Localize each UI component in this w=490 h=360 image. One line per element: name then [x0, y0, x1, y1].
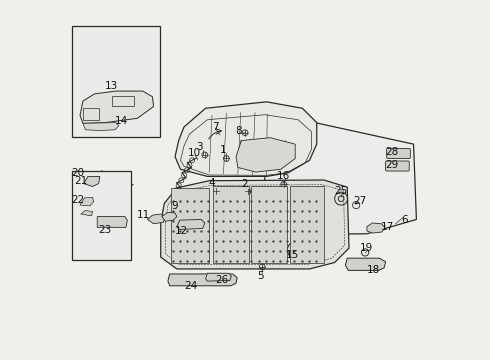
- Polygon shape: [161, 180, 349, 269]
- Polygon shape: [205, 273, 231, 281]
- Text: 12: 12: [174, 226, 188, 236]
- Text: 17: 17: [381, 222, 394, 232]
- Text: 29: 29: [386, 159, 399, 170]
- Text: 14: 14: [115, 116, 128, 126]
- Text: 28: 28: [386, 147, 399, 157]
- Polygon shape: [345, 258, 386, 270]
- Text: 10: 10: [188, 148, 200, 158]
- Text: 8: 8: [235, 126, 242, 135]
- Text: 25: 25: [335, 186, 348, 197]
- Polygon shape: [84, 176, 100, 186]
- Text: 27: 27: [353, 196, 367, 206]
- Text: 19: 19: [360, 243, 373, 253]
- Text: 2: 2: [241, 179, 247, 189]
- Text: 15: 15: [286, 250, 299, 260]
- Text: 6: 6: [401, 215, 408, 225]
- Text: 22: 22: [71, 195, 84, 205]
- Text: 26: 26: [215, 275, 228, 285]
- FancyBboxPatch shape: [387, 148, 410, 158]
- Text: 1: 1: [220, 145, 227, 155]
- Text: 16: 16: [277, 171, 291, 181]
- Bar: [172, 188, 209, 263]
- Polygon shape: [168, 274, 237, 286]
- Bar: [83, 108, 99, 120]
- Bar: [112, 96, 134, 107]
- Text: 3: 3: [196, 142, 203, 152]
- Polygon shape: [175, 102, 317, 176]
- Text: 23: 23: [98, 225, 111, 235]
- Text: 13: 13: [105, 81, 118, 91]
- Bar: [290, 186, 324, 263]
- Text: 11: 11: [137, 210, 150, 220]
- FancyBboxPatch shape: [386, 161, 409, 171]
- Bar: [213, 186, 248, 263]
- Polygon shape: [177, 220, 205, 229]
- Text: 9: 9: [172, 201, 178, 211]
- Polygon shape: [80, 91, 153, 123]
- Polygon shape: [236, 138, 295, 172]
- Bar: [72, 26, 160, 137]
- Text: 20: 20: [72, 168, 84, 178]
- Polygon shape: [367, 223, 385, 233]
- Bar: [251, 186, 287, 263]
- Text: 24: 24: [184, 281, 197, 291]
- Text: 21: 21: [74, 176, 87, 186]
- Text: 18: 18: [367, 265, 380, 275]
- Bar: [72, 171, 131, 260]
- Text: 5: 5: [257, 271, 263, 281]
- Text: 7: 7: [212, 122, 219, 132]
- Polygon shape: [97, 217, 127, 227]
- Polygon shape: [162, 212, 177, 221]
- Polygon shape: [147, 214, 166, 224]
- Polygon shape: [80, 197, 94, 206]
- Text: 4: 4: [208, 178, 215, 188]
- Polygon shape: [81, 211, 93, 216]
- Polygon shape: [265, 118, 416, 234]
- Polygon shape: [83, 123, 119, 131]
